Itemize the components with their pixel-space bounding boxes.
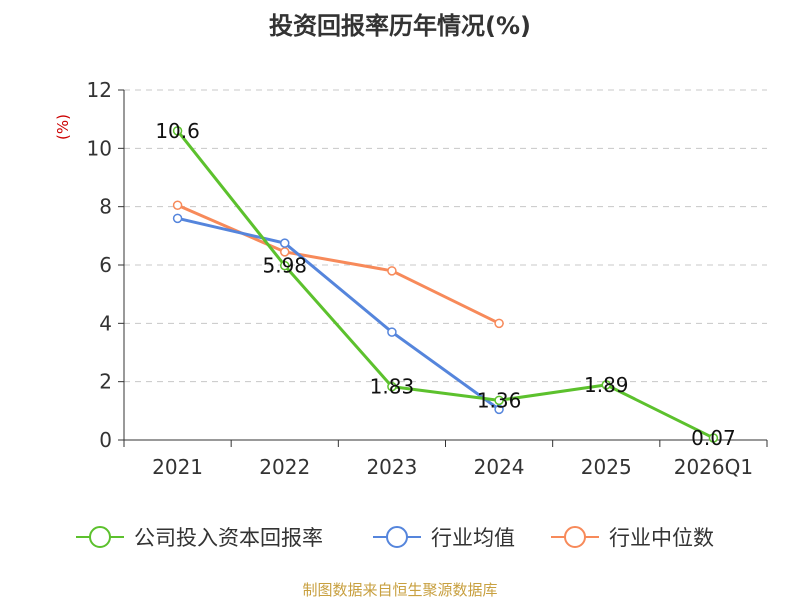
y-tick-label: 2 (99, 370, 112, 394)
data-point[interactable] (280, 260, 290, 271)
x-tick-label: 2025 (581, 455, 632, 479)
x-tick-label: 2022 (259, 455, 310, 479)
data-point[interactable] (601, 380, 611, 390)
series-line-0 (176, 129, 715, 440)
y-axis-unit: (%) (54, 114, 72, 140)
legend-item[interactable]: 公司投入资本回报率 (76, 526, 323, 550)
data-label: 1.36 (477, 388, 522, 412)
data-point[interactable] (387, 381, 397, 392)
x-tick-label: 2024 (474, 455, 525, 479)
data-label: 0.07 (691, 426, 736, 450)
x-tick-label: 2023 (366, 455, 417, 479)
data-point[interactable] (494, 395, 504, 406)
legend-item[interactable]: 行业均值 (373, 526, 515, 550)
source-note: 制图数据来自恒生聚源数据库 (302, 581, 497, 599)
legend[interactable]: 公司投入资本回报率 行业均值 行业中位数 (76, 526, 714, 550)
data-point[interactable] (494, 318, 504, 329)
data-label: 1.83 (370, 375, 415, 399)
legend-label: 公司投入资本回报率 (134, 526, 323, 550)
data-point[interactable] (387, 327, 397, 337)
y-tick-label: 4 (99, 311, 112, 335)
x-tick-label: 2021 (152, 455, 203, 479)
legend-label: 行业均值 (431, 526, 515, 550)
data-point[interactable] (172, 200, 183, 210)
data-point[interactable] (387, 266, 397, 276)
series-line-2 (176, 203, 500, 325)
legend-swatch-marker (564, 526, 586, 548)
y-tick-label: 0 (99, 428, 112, 452)
y-tick-label: 10 (87, 136, 112, 160)
axes: 0 2 4 6 8 10 12 2021 2022 2023 2024 2025 2026Q1 (87, 78, 768, 479)
y-tick-label: 8 (99, 195, 112, 219)
legend-item[interactable]: 行业中位数 (551, 526, 714, 550)
data-labels: 10.6 5.98 1.83 1.36 1.89 0.07 (155, 119, 735, 450)
data-label: 5.98 (262, 254, 307, 278)
grid-lines (124, 89, 767, 383)
data-point[interactable] (280, 238, 290, 248)
y-tick-label: 12 (87, 78, 112, 102)
data-label: 10.6 (155, 119, 200, 143)
x-tick-label: 2026Q1 (674, 455, 753, 479)
legend-swatch-marker (386, 526, 408, 548)
legend-swatch-marker (89, 526, 111, 548)
chart-title: 投资回报率历年情况(%) (269, 12, 531, 40)
data-point[interactable] (172, 126, 183, 136)
data-point[interactable] (494, 404, 504, 415)
data-point[interactable] (172, 213, 183, 224)
y-tick-label: 6 (99, 253, 112, 277)
data-label: 1.89 (584, 373, 629, 397)
legend-label: 行业中位数 (609, 526, 714, 550)
series-lines (172, 126, 719, 443)
data-point[interactable] (708, 433, 719, 443)
series-line-1 (177, 216, 500, 411)
